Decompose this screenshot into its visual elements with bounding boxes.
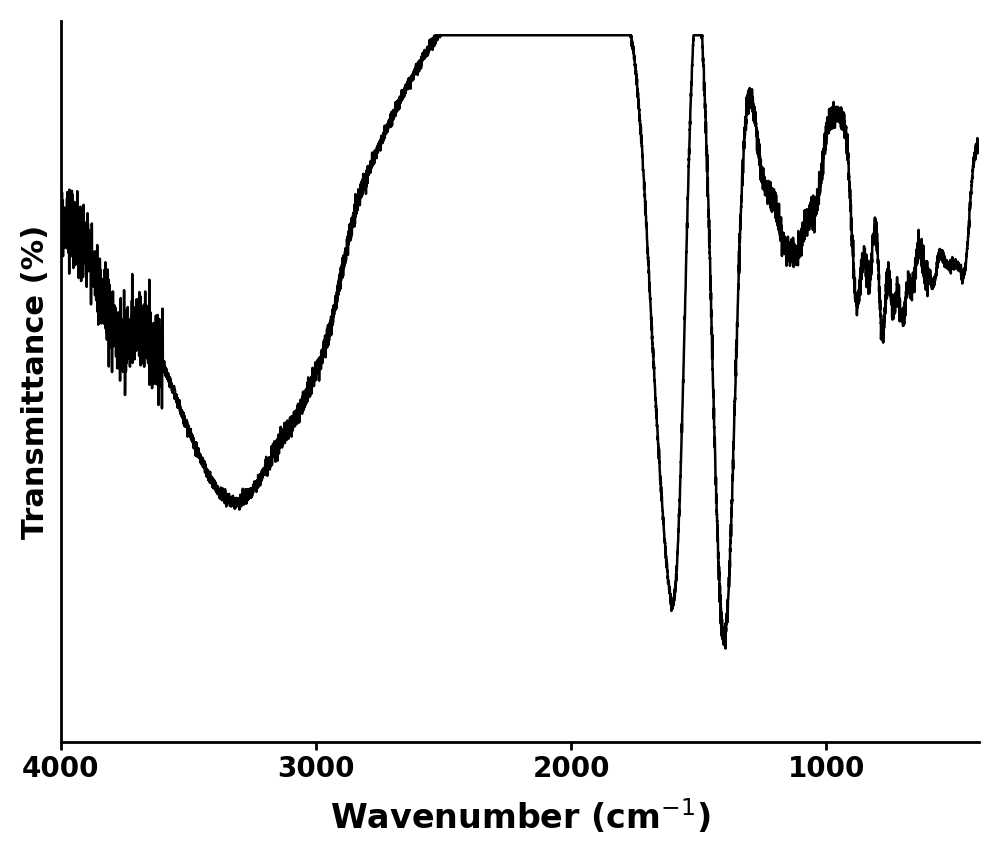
X-axis label: Wavenumber (cm$^{-1}$): Wavenumber (cm$^{-1}$) (330, 797, 710, 836)
Y-axis label: Transmittance (%): Transmittance (%) (21, 225, 50, 539)
